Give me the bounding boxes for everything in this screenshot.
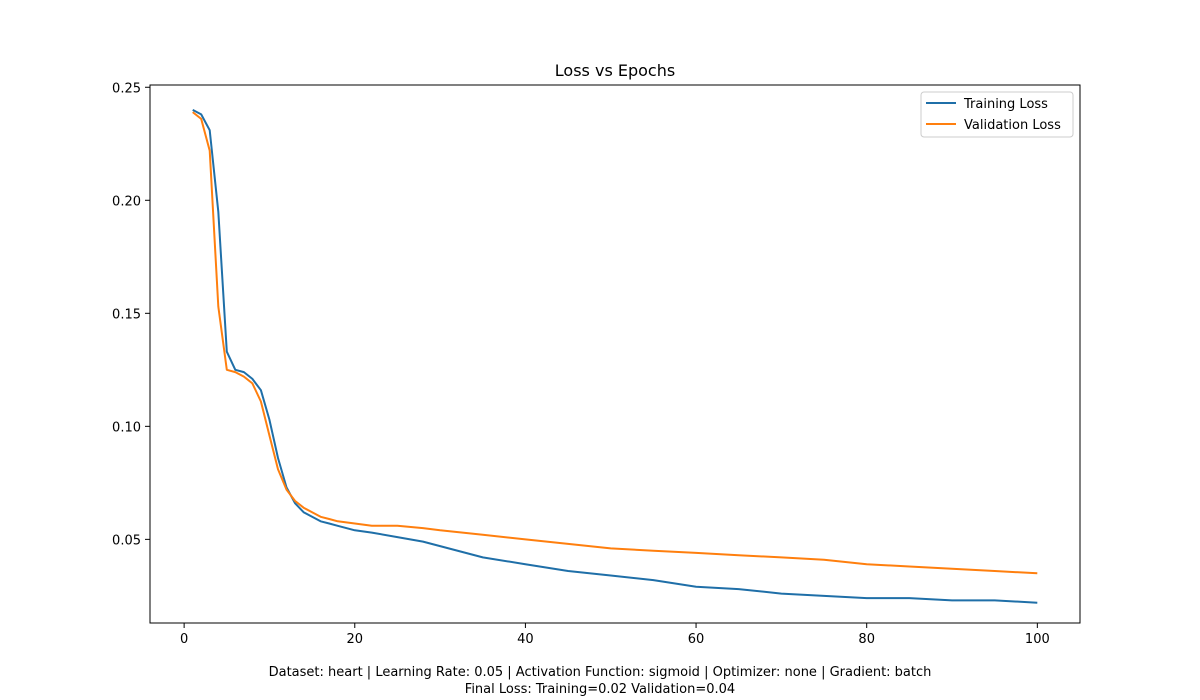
- y-tick-label: 0.15: [112, 307, 141, 322]
- footer-config-text: Dataset: heart | Learning Rate: 0.05 | A…: [268, 665, 932, 680]
- x-tick-label: 100: [1025, 632, 1050, 647]
- y-tick-label: 0.20: [112, 194, 141, 209]
- legend-validation-label: Validation Loss: [964, 118, 1061, 133]
- loss-chart: Loss vs Epochs 0 20 40 60 80 100 0.05 0.10 0.15…: [112, 61, 1081, 647]
- x-tick-label: 0: [180, 632, 188, 647]
- chart-title: Loss vs Epochs: [555, 61, 675, 80]
- plot-frame: [149, 84, 1081, 624]
- x-tick-label: 80: [858, 632, 875, 647]
- footer-final-loss-text: Final Loss: Training=0.02 Validation=0.0…: [464, 682, 736, 697]
- y-tick-label: 0.10: [112, 420, 141, 435]
- y-tick-label: 0.25: [112, 81, 141, 96]
- legend-box: [920, 91, 1074, 138]
- plot-lines: [192, 109, 1038, 604]
- x-tick-label: 20: [346, 632, 363, 647]
- y-tick-label: 0.05: [112, 533, 141, 548]
- validation-loss-line: [192, 111, 1038, 575]
- legend-training-label: Training Loss: [963, 97, 1048, 112]
- x-tick-label: 40: [517, 632, 534, 647]
- x-tick-label: 60: [688, 632, 705, 647]
- y-axis: 0.05 0.10 0.15 0.20 0.25: [112, 81, 150, 548]
- training-loss-line: [192, 109, 1038, 604]
- legend: Training Loss Validation Loss: [920, 91, 1074, 138]
- x-axis: 0 20 40 60 80 100: [180, 623, 1050, 647]
